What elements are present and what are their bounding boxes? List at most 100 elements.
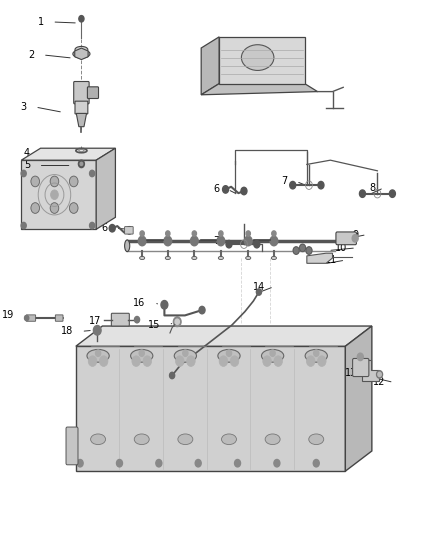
Circle shape [313, 459, 319, 467]
Circle shape [78, 160, 85, 167]
Circle shape [89, 170, 95, 176]
Ellipse shape [218, 256, 223, 260]
Polygon shape [21, 148, 116, 160]
Ellipse shape [241, 45, 274, 70]
Circle shape [270, 236, 278, 246]
Ellipse shape [134, 434, 149, 445]
Polygon shape [21, 160, 96, 229]
Circle shape [246, 231, 251, 236]
Polygon shape [362, 360, 379, 381]
Circle shape [360, 190, 365, 197]
Circle shape [378, 372, 381, 376]
Circle shape [166, 231, 170, 236]
Ellipse shape [309, 434, 324, 445]
Circle shape [93, 326, 101, 335]
Circle shape [199, 306, 205, 314]
Circle shape [272, 231, 276, 236]
Circle shape [318, 181, 324, 189]
Circle shape [156, 459, 162, 467]
Circle shape [254, 240, 260, 248]
Text: 7: 7 [213, 236, 219, 246]
Text: 10: 10 [335, 243, 347, 253]
Polygon shape [96, 148, 116, 229]
Circle shape [219, 231, 223, 236]
Ellipse shape [218, 350, 240, 362]
Circle shape [31, 176, 39, 187]
Ellipse shape [76, 149, 87, 153]
Text: 18: 18 [60, 326, 73, 336]
Circle shape [88, 356, 97, 367]
Circle shape [377, 370, 382, 378]
Circle shape [21, 222, 26, 229]
Ellipse shape [174, 350, 197, 362]
Circle shape [192, 231, 197, 236]
Circle shape [235, 459, 240, 467]
Text: 8: 8 [369, 183, 375, 193]
FancyBboxPatch shape [336, 232, 357, 245]
Circle shape [389, 190, 396, 197]
Text: 9: 9 [352, 230, 358, 240]
FancyBboxPatch shape [125, 227, 133, 234]
Ellipse shape [265, 434, 280, 445]
Circle shape [109, 224, 115, 232]
Circle shape [175, 319, 180, 325]
FancyBboxPatch shape [75, 101, 88, 114]
Ellipse shape [73, 50, 90, 58]
Ellipse shape [165, 256, 170, 260]
FancyBboxPatch shape [111, 313, 129, 326]
Text: 15: 15 [148, 320, 160, 330]
Circle shape [117, 459, 123, 467]
Ellipse shape [131, 350, 153, 362]
Circle shape [223, 185, 229, 193]
Polygon shape [201, 37, 219, 95]
Circle shape [244, 236, 252, 246]
Circle shape [138, 236, 146, 246]
Circle shape [270, 350, 275, 357]
Circle shape [357, 353, 363, 361]
Text: 4: 4 [24, 148, 30, 158]
Text: 14: 14 [253, 282, 265, 292]
Circle shape [21, 170, 26, 176]
Circle shape [274, 459, 280, 467]
Polygon shape [76, 346, 345, 471]
Text: 1: 1 [38, 17, 44, 27]
Circle shape [314, 350, 319, 357]
Circle shape [70, 203, 78, 213]
Circle shape [95, 350, 101, 357]
Ellipse shape [178, 434, 193, 445]
Circle shape [51, 190, 58, 199]
Circle shape [50, 203, 59, 213]
Text: 19: 19 [2, 310, 14, 320]
Text: 12: 12 [373, 377, 385, 387]
Circle shape [195, 459, 201, 467]
Text: 5: 5 [24, 160, 30, 171]
Text: 3: 3 [21, 102, 27, 112]
Circle shape [226, 350, 232, 357]
Circle shape [132, 356, 141, 367]
Polygon shape [219, 37, 305, 84]
Circle shape [241, 187, 247, 195]
FancyBboxPatch shape [66, 427, 78, 465]
Polygon shape [345, 326, 372, 471]
Circle shape [50, 176, 59, 187]
Ellipse shape [246, 256, 251, 260]
Ellipse shape [87, 350, 109, 362]
Ellipse shape [140, 256, 145, 260]
Text: 17: 17 [89, 316, 102, 326]
Text: 2: 2 [28, 50, 34, 60]
Polygon shape [75, 48, 88, 60]
Circle shape [139, 350, 144, 357]
Polygon shape [307, 253, 332, 263]
Ellipse shape [305, 350, 327, 362]
Circle shape [164, 236, 172, 246]
Circle shape [226, 240, 232, 248]
Circle shape [89, 222, 95, 229]
Circle shape [274, 356, 283, 367]
Circle shape [25, 316, 29, 321]
Text: 6: 6 [213, 184, 219, 195]
Ellipse shape [261, 350, 284, 362]
Circle shape [352, 235, 358, 242]
Circle shape [126, 227, 132, 234]
Circle shape [318, 356, 326, 367]
Ellipse shape [125, 240, 130, 252]
